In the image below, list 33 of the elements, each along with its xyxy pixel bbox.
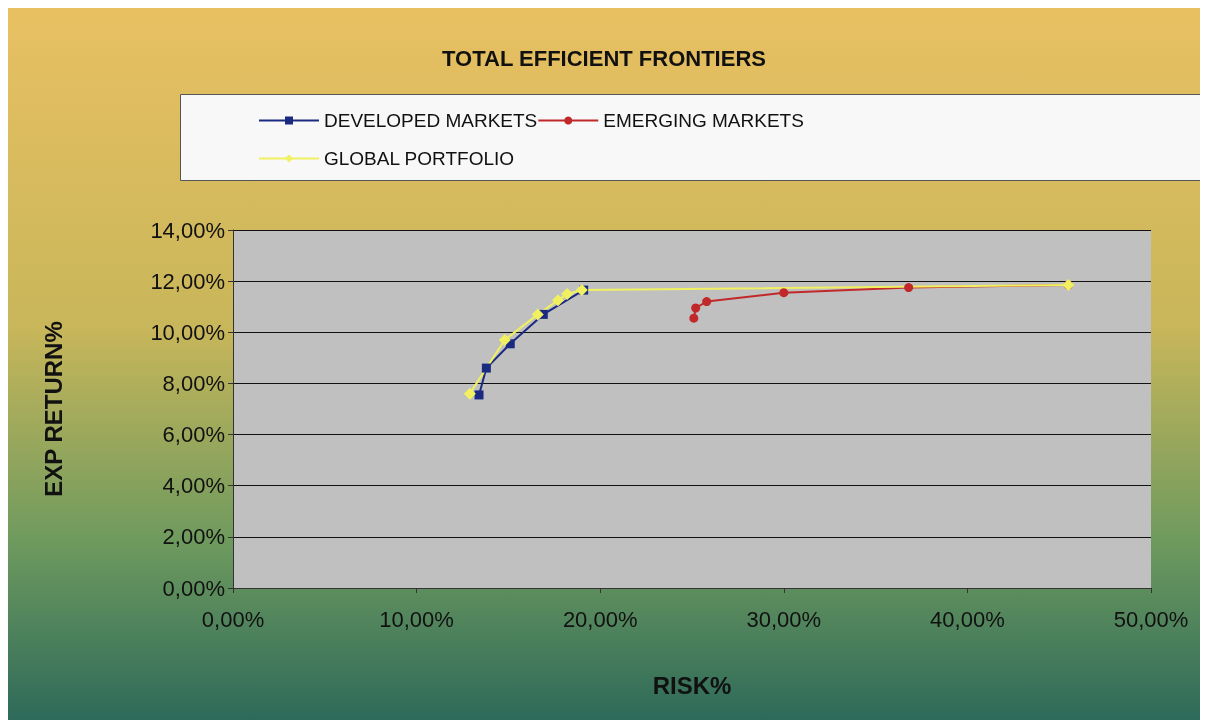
point <box>691 303 701 313</box>
point <box>481 363 491 373</box>
point <box>531 308 544 321</box>
point <box>689 313 699 323</box>
y-tick-label: 0,00% <box>162 575 225 601</box>
y-tick-label: 12,00% <box>150 268 225 294</box>
point <box>498 333 511 346</box>
y-tick-label: 4,00% <box>162 473 225 499</box>
y-tick-label: 8,00% <box>162 370 225 396</box>
point <box>575 284 588 297</box>
point <box>474 390 484 400</box>
legend-label: EMERGING MARKETS <box>603 110 804 131</box>
point <box>463 387 476 400</box>
y-tick-label: 14,00% <box>150 217 225 243</box>
legend-label: GLOBAL PORTFOLIO <box>324 148 515 169</box>
x-tick-label: 50,00% <box>1113 606 1189 632</box>
legend-label: DEVELOPED MARKETS <box>324 110 538 131</box>
x-axis-title: RISK% <box>652 671 732 699</box>
chart-title: TOTAL EFFICIENT FRONTIERS <box>442 45 766 71</box>
y-tick-label: 10,00% <box>150 319 225 345</box>
x-tick-label: 20,00% <box>562 606 638 632</box>
y-tick-label: 2,00% <box>162 524 225 550</box>
point <box>561 287 574 300</box>
point <box>551 294 564 307</box>
x-tick-label: 30,00% <box>746 606 822 632</box>
point <box>904 283 914 293</box>
point <box>702 297 712 307</box>
y-axis-title: EXP RETURN% <box>39 321 67 497</box>
x-tick-label: 0,00% <box>201 606 265 632</box>
y-tick-label: 6,00% <box>162 422 225 448</box>
x-tick-label: 40,00% <box>930 606 1005 632</box>
point <box>779 288 789 298</box>
x-tick-label: 10,00% <box>379 606 454 632</box>
